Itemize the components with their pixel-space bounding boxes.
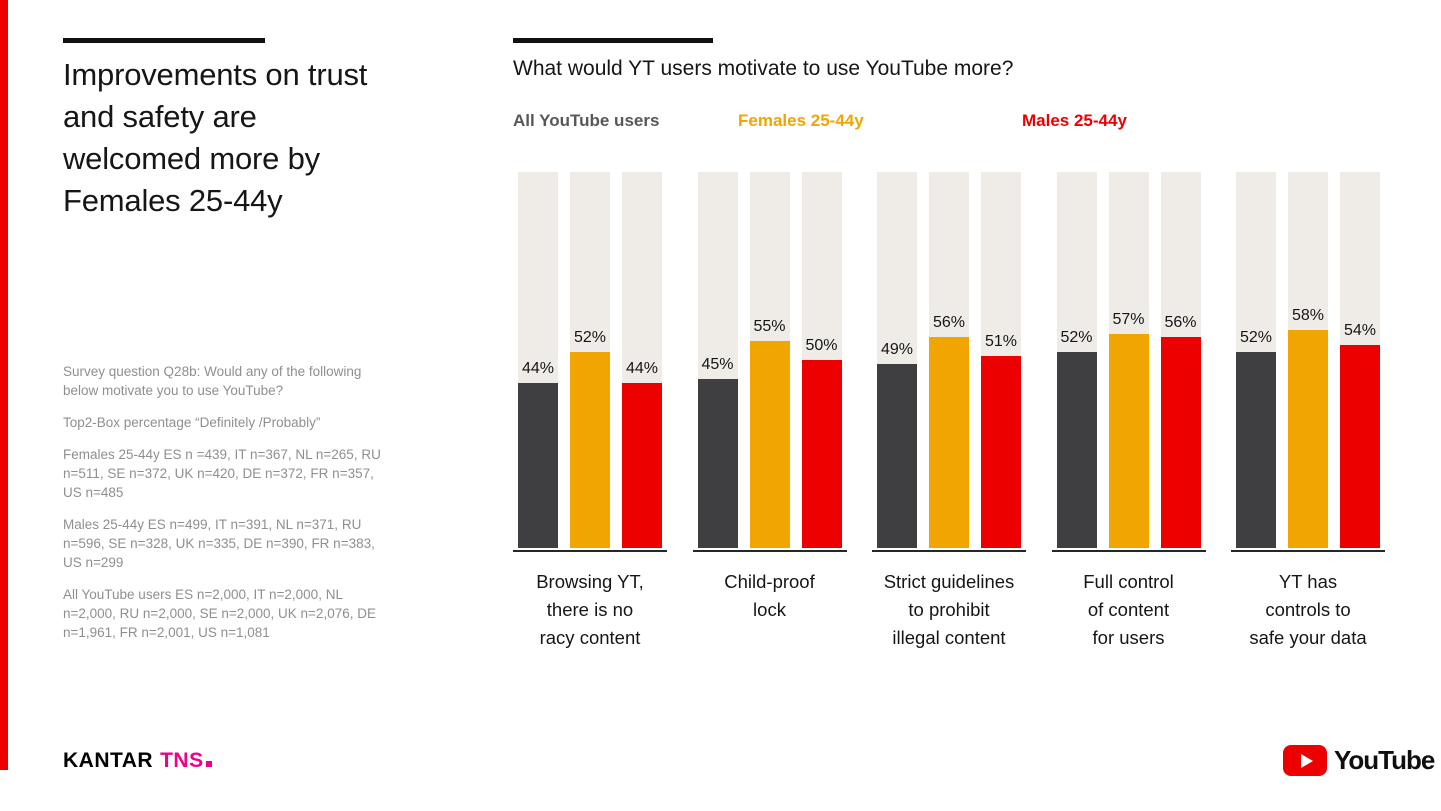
play-triangle-icon [1300,753,1313,768]
legend-males: Males 25-44y [1022,111,1127,130]
bar-value-label: 51% [984,333,1018,351]
survey-notes: Survey question Q28b: Would any of the f… [63,362,395,655]
youtube-logo: YouTube [1283,745,1435,776]
tns-wordmark: TNS [160,749,204,772]
bar-track-row: 49% 56% 51% [872,172,1026,548]
bar-females-25-44y [1288,329,1328,548]
bar-track: 52% [570,172,610,548]
bar-track: 51% [981,172,1021,548]
bar-value-label: 56% [1164,314,1197,332]
title-rule [63,38,265,43]
bar-group: 45% 55% 50% Child-proof lock [692,172,847,652]
bar-groups: 44% 52% 44% Browsing YT, there is no racy c… [513,172,1385,652]
legend-females: Females 25-44y [738,111,864,130]
bar-track: 55% [749,172,790,548]
bar-males-25-44y [981,356,1021,548]
bar-track: 52% [1236,172,1276,548]
bar-track: 50% [801,172,842,548]
bar-males-25-44y [1160,337,1201,548]
bar-track: 44% [518,172,558,548]
bar-track: 57% [1108,172,1149,548]
bar-value-label: 57% [1112,310,1145,328]
note-all-users-sample: All YouTube users ES n=2,000, IT n=2,000… [63,587,376,640]
bar-track: 56% [1160,172,1201,548]
bar-all-youtube-users [1056,352,1097,548]
bar-value-label: 44% [625,359,659,377]
bar-group: 52% 58% 54% YT has controls to safe your da… [1231,172,1385,652]
bar-track: 58% [1288,172,1328,548]
bar-track-row: 45% 55% 50% [693,172,847,548]
bar-track-row: 52% 57% 56% [1052,172,1206,548]
bar-all-youtube-users [1236,352,1276,548]
category-label: Full control of content for users [1083,571,1174,648]
note-survey-question: Survey question Q28b: Would any of the f… [63,364,362,398]
kantar-tns-logo: KANTAR TNS [63,749,212,773]
bar-females-25-44y [1108,333,1149,548]
note-top2-box: Top2-Box percentage “Definitely /Probabl… [63,415,321,430]
bar-track: 44% [622,172,662,548]
bar-all-youtube-users [697,378,738,548]
bar-all-youtube-users [877,363,917,548]
bar-track: 45% [697,172,738,548]
legend-all-users: All YouTube users [513,111,660,130]
group-baseline [513,550,667,552]
bar-value-label: 52% [573,329,607,347]
group-baseline [1231,550,1385,552]
bar-males-25-44y [801,360,842,548]
bar-value-label: 50% [805,337,838,354]
bar-track-row: 52% 58% 54% [1231,172,1385,548]
category-label: Child-proof lock [724,571,815,620]
bar-males-25-44y [1340,344,1380,548]
bar-value-label: 55% [753,318,786,336]
kantar-wordmark: KANTAR [63,749,154,772]
bar-track: 49% [877,172,917,548]
youtube-play-icon [1283,745,1327,776]
bar-value-label: 56% [932,314,966,332]
chart-rule [513,38,713,43]
bar-group: 49% 56% 51% Strict guidelines to prohibit i… [872,172,1026,652]
bar-females-25-44y [929,337,969,548]
bar-females-25-44y [749,341,790,548]
bar-males-25-44y [622,382,662,548]
chart-title: What would YT users motivate to use YouT… [513,57,1014,80]
youtube-wordmark: YouTube [1334,745,1435,775]
group-baseline [1051,550,1206,552]
category-label: YT has controls to safe your data [1249,571,1367,648]
bar-track: 56% [929,172,969,548]
tns-mark-icon [205,761,212,767]
bar-chart: 44% 52% 44% Browsing YT, there is no racy c… [513,172,1385,652]
bar-value-label: 52% [1060,329,1093,347]
group-baseline [872,550,1026,552]
bar-value-label: 54% [1343,321,1377,339]
category-label: Strict guidelines to prohibit illegal co… [883,571,1015,648]
bar-value-label: 49% [880,340,914,358]
bar-value-label: 45% [701,355,734,373]
bar-value-label: 44% [521,359,555,377]
slide-title: Improvements on trust and safety are wel… [63,57,368,218]
bar-track: 54% [1340,172,1380,548]
bar-females-25-44y [570,352,610,548]
note-males-sample: Males 25-44y ES n=499, IT n=391, NL n=37… [63,517,375,570]
category-label: Browsing YT, there is no racy content [536,571,644,648]
bar-all-youtube-users [518,382,558,548]
left-accent-bar [0,0,8,770]
bar-value-label: 52% [1239,329,1273,347]
bar-track: 52% [1056,172,1097,548]
bar-group: 44% 52% 44% Browsing YT, there is no racy c… [513,172,667,652]
note-females-sample: Females 25-44y ES n =439, IT n=367, NL n… [63,447,381,500]
group-baseline [692,550,847,552]
bar-value-label: 58% [1291,306,1325,324]
bar-track-row: 44% 52% 44% [513,172,667,548]
bar-group: 52% 57% 56% Full control of content for use… [1051,172,1206,652]
